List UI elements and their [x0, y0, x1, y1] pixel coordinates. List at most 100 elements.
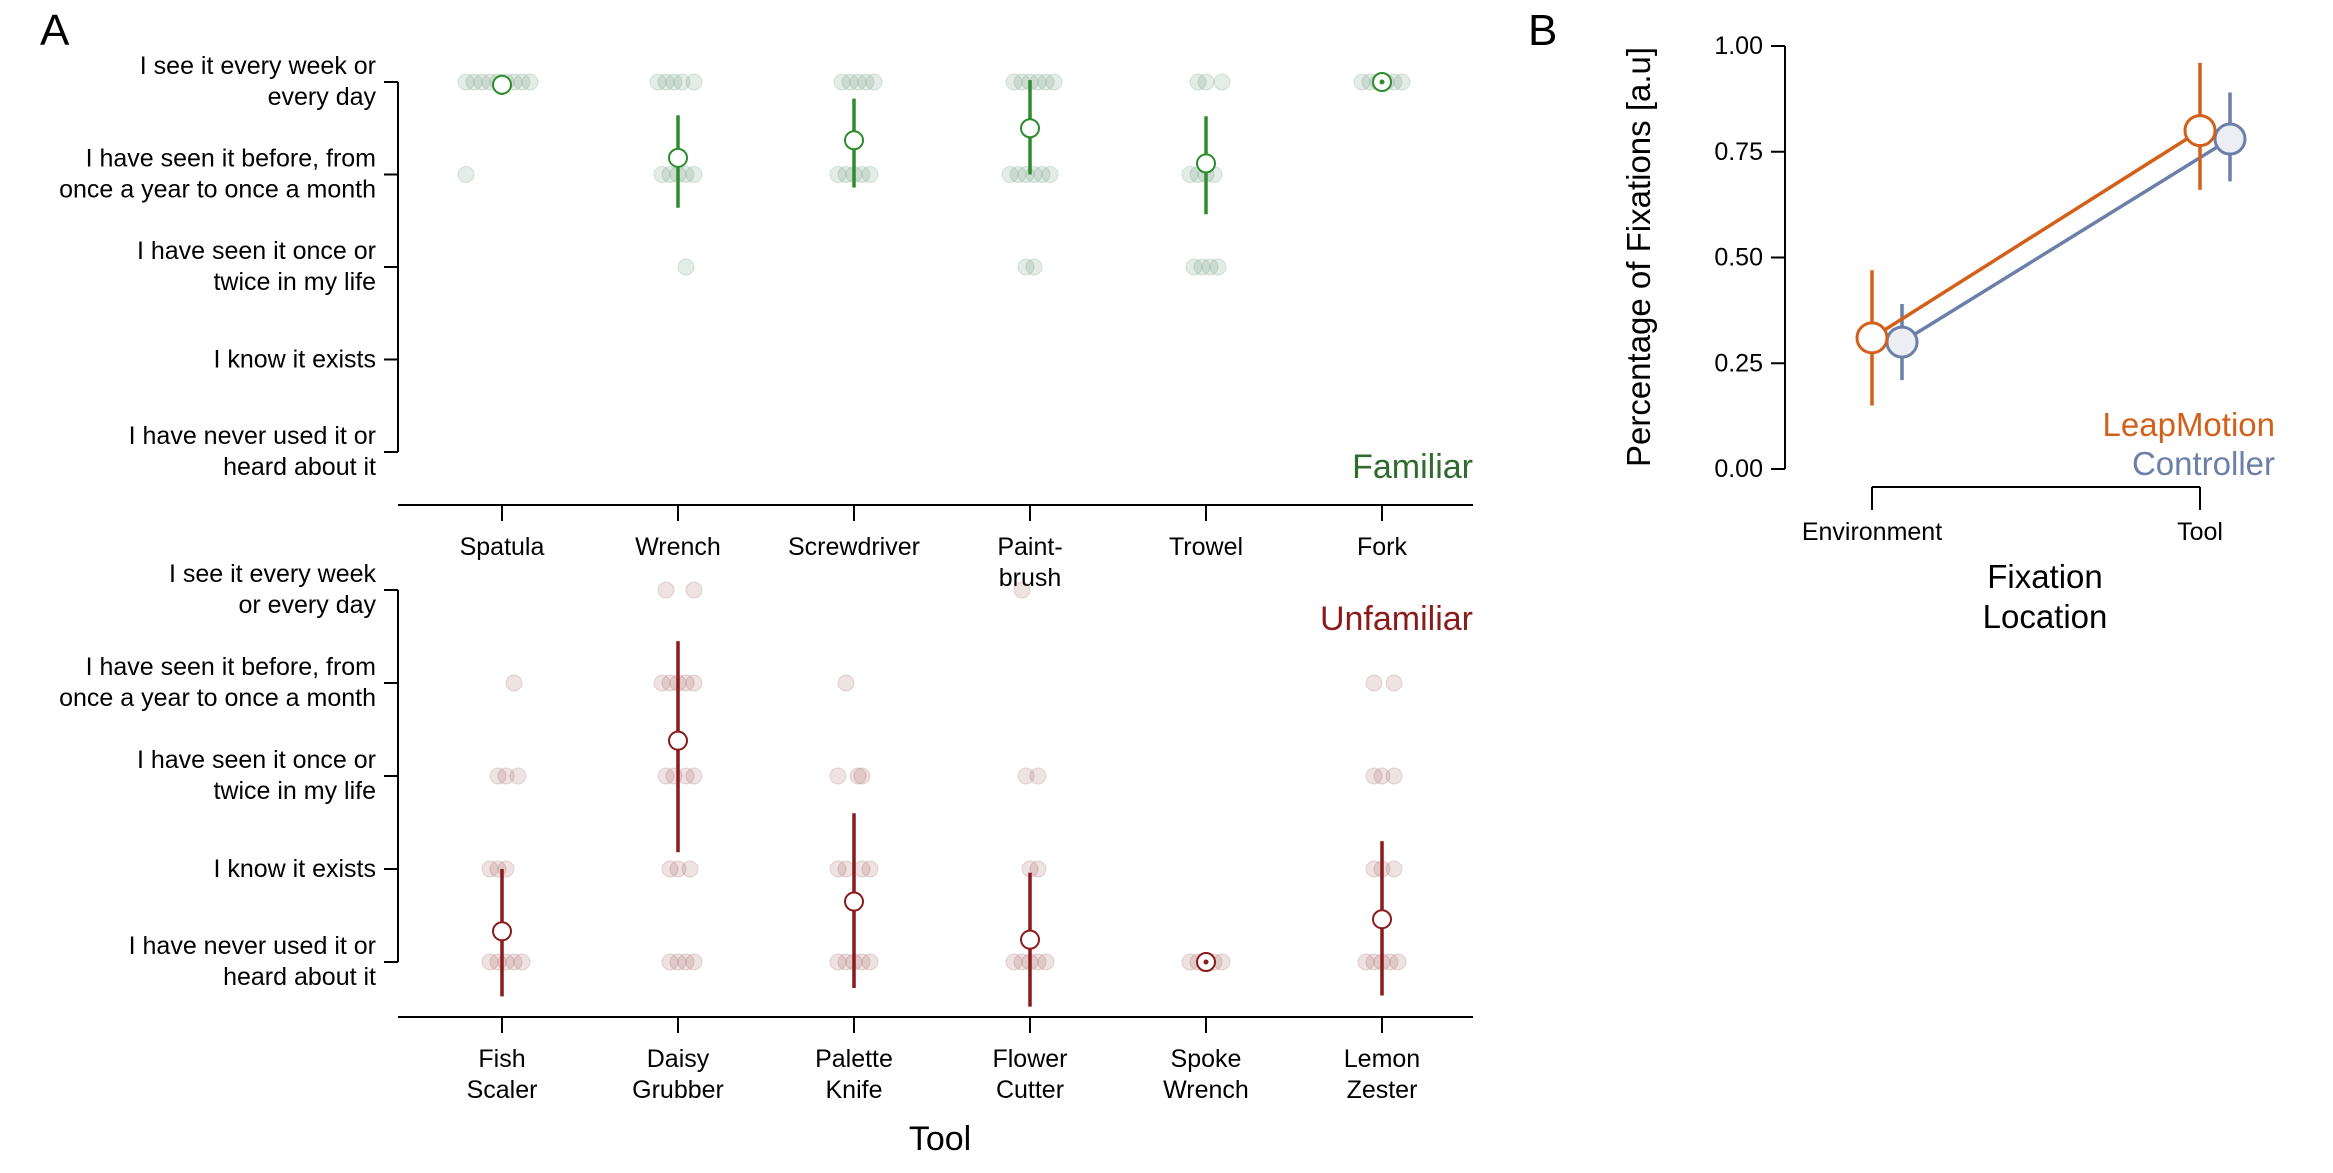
- data-point: [1033, 166, 1051, 183]
- data-point: [1001, 166, 1019, 183]
- y-tick-label: 1.00: [1714, 32, 1763, 60]
- data-point: [861, 166, 879, 183]
- y-tick-label: I have seen it once or twice in my life: [137, 237, 376, 296]
- data-point: [1209, 258, 1227, 276]
- data-point: [465, 73, 483, 91]
- data-point: [657, 73, 675, 91]
- x-axis-title: Tool: [909, 1120, 971, 1158]
- mean-marker: [492, 921, 512, 942]
- series-line: [1901, 137, 2231, 344]
- mean-marker: [844, 130, 864, 151]
- x-tick-label: Paint-brush: [997, 533, 1062, 592]
- x-tick-label: Wrench: [635, 533, 721, 561]
- data-point: [649, 73, 667, 91]
- data-point: [849, 73, 867, 91]
- data-point: [1385, 767, 1403, 785]
- data-point: [1037, 73, 1055, 91]
- series-point: [1855, 321, 1889, 355]
- data-point: [853, 767, 871, 785]
- x-tick-label: Environment: [1802, 518, 1942, 546]
- data-point: [457, 166, 475, 183]
- data-point: [1197, 73, 1215, 91]
- series-line: [1871, 129, 2201, 340]
- data-point: [829, 953, 847, 971]
- data-point: [1385, 860, 1403, 878]
- y-tick-label: I have seen it before, from once a year t…: [59, 653, 376, 712]
- y-tick-label: 0.75: [1714, 138, 1763, 166]
- data-point: [1213, 953, 1231, 971]
- panel-corner-label: Familiar: [1352, 448, 1473, 486]
- data-point: [1373, 767, 1391, 785]
- series-point: [2213, 122, 2247, 156]
- data-point: [1185, 258, 1203, 276]
- unfamiliar-panel: I see it every week or every day I have se…: [59, 560, 1473, 1158]
- data-point: [829, 166, 847, 183]
- x-tick-label: Spatula: [460, 533, 545, 561]
- data-point: [1041, 166, 1059, 183]
- data-point: [849, 767, 867, 785]
- x-tick-label: Spoke Wrench: [1163, 1045, 1249, 1104]
- data-point: [657, 767, 675, 785]
- data-point: [1385, 674, 1403, 692]
- mean-center-dot: [1203, 959, 1209, 965]
- data-point: [685, 166, 703, 183]
- x-tick-label: Palette Knife: [815, 1045, 893, 1104]
- data-point: [685, 73, 703, 91]
- data-point: [1005, 953, 1023, 971]
- data-point: [489, 767, 507, 785]
- data-point: [1393, 73, 1411, 91]
- data-point: [837, 674, 855, 692]
- data-point: [673, 73, 691, 91]
- mean-marker: [668, 730, 688, 751]
- data-point: [505, 953, 523, 971]
- data-point: [505, 674, 523, 692]
- data-point: [861, 860, 879, 878]
- data-point: [1005, 73, 1023, 91]
- data-point: [509, 767, 527, 785]
- series-point: [1885, 325, 1919, 359]
- mean-marker: [668, 147, 688, 168]
- y-tick-label: I know it exists: [213, 855, 376, 883]
- data-point: [1353, 73, 1371, 91]
- data-point: [841, 73, 859, 91]
- data-point: [829, 860, 847, 878]
- data-point: [1365, 767, 1383, 785]
- data-point: [1009, 166, 1027, 183]
- y-tick-label: I see it every week or every day: [169, 560, 377, 619]
- mean-marker: [1372, 909, 1392, 930]
- data-point: [1025, 258, 1043, 276]
- data-point: [837, 860, 855, 878]
- data-point: [685, 767, 703, 785]
- x-tick-label: Screwdriver: [788, 533, 920, 561]
- data-point: [685, 674, 703, 692]
- data-point: [833, 73, 851, 91]
- data-point: [513, 73, 531, 91]
- data-point: [865, 73, 883, 91]
- data-point: [481, 953, 499, 971]
- data-point: [1037, 953, 1055, 971]
- data-point: [1189, 73, 1207, 91]
- data-point: [1365, 674, 1383, 692]
- data-point: [669, 953, 687, 971]
- y-tick-label: I have seen it once or twice in my life: [137, 746, 376, 805]
- data-point: [685, 953, 703, 971]
- data-point: [685, 581, 703, 599]
- panel-letter-b: B: [1528, 6, 1557, 55]
- data-point: [661, 953, 679, 971]
- x-tick-label: Flower Cutter: [992, 1045, 1067, 1104]
- mean-marker: [1020, 929, 1040, 950]
- data-point: [1357, 953, 1375, 971]
- y-tick-label: 0.25: [1714, 349, 1763, 377]
- data-point: [1017, 258, 1035, 276]
- data-point: [497, 767, 515, 785]
- y-tick-label: I have seen it before, from once a year t…: [59, 145, 376, 204]
- data-point: [857, 73, 875, 91]
- mean-marker: [1196, 153, 1216, 174]
- x-axis-title: Fixation Location: [1983, 558, 2108, 635]
- x-tick-label: Fork: [1357, 533, 1408, 561]
- data-point: [513, 953, 531, 971]
- data-point: [1181, 166, 1199, 183]
- data-point: [669, 860, 687, 878]
- y-tick-label: 0.50: [1714, 244, 1763, 272]
- data-point: [829, 767, 847, 785]
